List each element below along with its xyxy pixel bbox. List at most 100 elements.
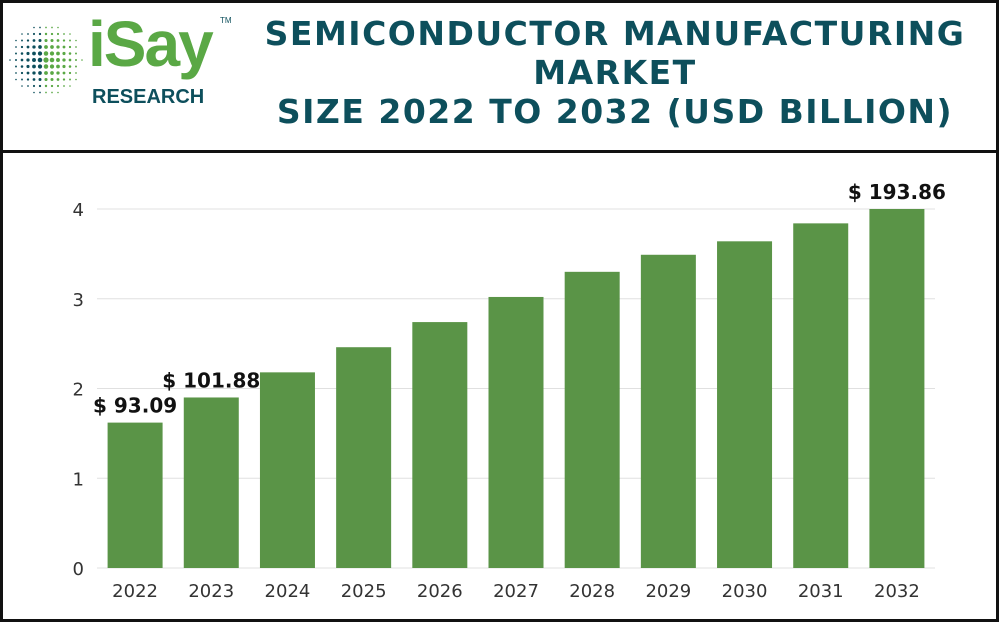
globe-dot — [63, 85, 65, 87]
bar-2024 — [259, 372, 315, 568]
title-line-2: MARKET — [533, 53, 697, 92]
y-tick-label: 1 — [73, 469, 84, 490]
globe-dot — [75, 52, 77, 55]
globe-dot — [27, 85, 29, 87]
globe-dot — [15, 59, 17, 61]
globe-dot — [68, 71, 72, 75]
globe-dot — [20, 65, 24, 68]
globe-dot — [26, 78, 30, 81]
x-tick-label: 2026 — [417, 581, 463, 602]
globe-dot — [26, 58, 30, 62]
globe-dot — [33, 26, 35, 29]
globe-dot — [56, 51, 60, 56]
globe-dot — [37, 51, 43, 56]
globe-dot — [32, 32, 36, 36]
globe-dot — [62, 78, 66, 81]
globe-dot — [62, 71, 66, 75]
globe-dot — [44, 38, 48, 43]
globe-dot — [50, 77, 54, 82]
globe-dots-icon — [9, 26, 83, 94]
globe-dot — [50, 38, 54, 43]
globe-dot — [38, 77, 42, 82]
logo-tagline: RESEARCH — [92, 86, 205, 108]
globe-dot — [44, 45, 48, 49]
globe-dot — [56, 84, 60, 88]
bar-2026 — [412, 322, 468, 568]
globe-dot — [26, 45, 30, 49]
globe-dot — [38, 84, 42, 88]
globe-dot — [39, 91, 41, 94]
isay-research-logo: iSay TM RESEARCH — [8, 10, 233, 110]
globe-dot — [15, 52, 17, 55]
x-tick-label: 2025 — [341, 581, 387, 602]
globe-dot — [27, 33, 29, 35]
globe-dot — [57, 91, 59, 94]
globe-dot — [69, 85, 71, 87]
x-tick-label: 2024 — [265, 581, 311, 602]
globe-dot — [50, 71, 54, 75]
bar-2030 — [717, 241, 773, 568]
globe-dot — [68, 52, 72, 55]
globe-dot — [15, 78, 17, 81]
globe-dot — [21, 33, 23, 35]
globe-dot — [32, 84, 36, 88]
globe-dot — [57, 26, 59, 29]
globe-dot — [44, 77, 48, 82]
globe-dot — [56, 71, 60, 75]
globe-dot — [62, 51, 66, 56]
data-label: $ 193.86 — [848, 180, 946, 204]
globe-dot — [56, 58, 60, 62]
globe-dot — [26, 64, 30, 69]
globe-dot — [56, 39, 60, 42]
chart-title: SEMICONDUCTOR MANUFACTURING MARKET SIZE … — [235, 14, 995, 131]
globe-dot — [20, 71, 24, 75]
y-axis-ticks: 0 1 2 3 4 — [73, 200, 84, 580]
globe-dot — [69, 39, 71, 42]
globe-dot — [32, 64, 36, 69]
globe-dot — [62, 39, 66, 42]
globe-dot — [50, 32, 54, 36]
globe-dot — [26, 39, 30, 42]
globe-dot — [75, 72, 77, 74]
x-tick-label: 2028 — [569, 581, 615, 602]
globe-dot — [69, 78, 71, 81]
logo-trademark: TM — [220, 16, 232, 25]
globe-dot — [39, 26, 41, 29]
globe-dot — [56, 32, 60, 36]
bar-2032 — [869, 209, 925, 568]
globe-dot — [62, 45, 66, 49]
globe-dot — [75, 46, 77, 48]
header: iSay TM RESEARCH SEMICONDUCTOR MANUFACTU… — [0, 0, 999, 153]
bar-2027 — [488, 296, 544, 568]
x-tick-label: 2030 — [722, 581, 768, 602]
globe-dot — [32, 51, 36, 56]
globe-dot — [20, 45, 24, 49]
globe-dot — [68, 65, 72, 68]
globe-dot — [37, 57, 43, 63]
globe-dot — [56, 78, 60, 81]
globe-dot — [32, 39, 36, 42]
y-tick-label: 3 — [73, 290, 84, 311]
bars — [107, 209, 925, 569]
globe-dot — [44, 32, 48, 36]
globe-dot — [62, 58, 66, 62]
globe-dot — [20, 52, 24, 55]
globe-dot — [32, 78, 36, 81]
globe-dot — [43, 51, 49, 56]
globe-dot — [43, 57, 49, 63]
globe-dot — [37, 64, 43, 69]
globe-dot — [44, 71, 48, 75]
globe-dot — [45, 91, 47, 94]
title-line-1: SEMICONDUCTOR MANUFACTURING — [264, 14, 966, 53]
y-tick-label: 2 — [73, 380, 84, 401]
globe-dot — [15, 72, 17, 74]
globe-dot — [56, 45, 60, 49]
globe-dot — [75, 39, 77, 42]
x-axis-ticks: 2022 2023 2024 2025 2026 2027 2028 2029 2030 2031… — [112, 581, 920, 602]
globe-dot — [15, 46, 17, 48]
globe-dot — [38, 45, 42, 49]
globe-dot — [44, 84, 48, 88]
bar-2028 — [564, 271, 620, 568]
x-tick-label: 2029 — [645, 581, 691, 602]
